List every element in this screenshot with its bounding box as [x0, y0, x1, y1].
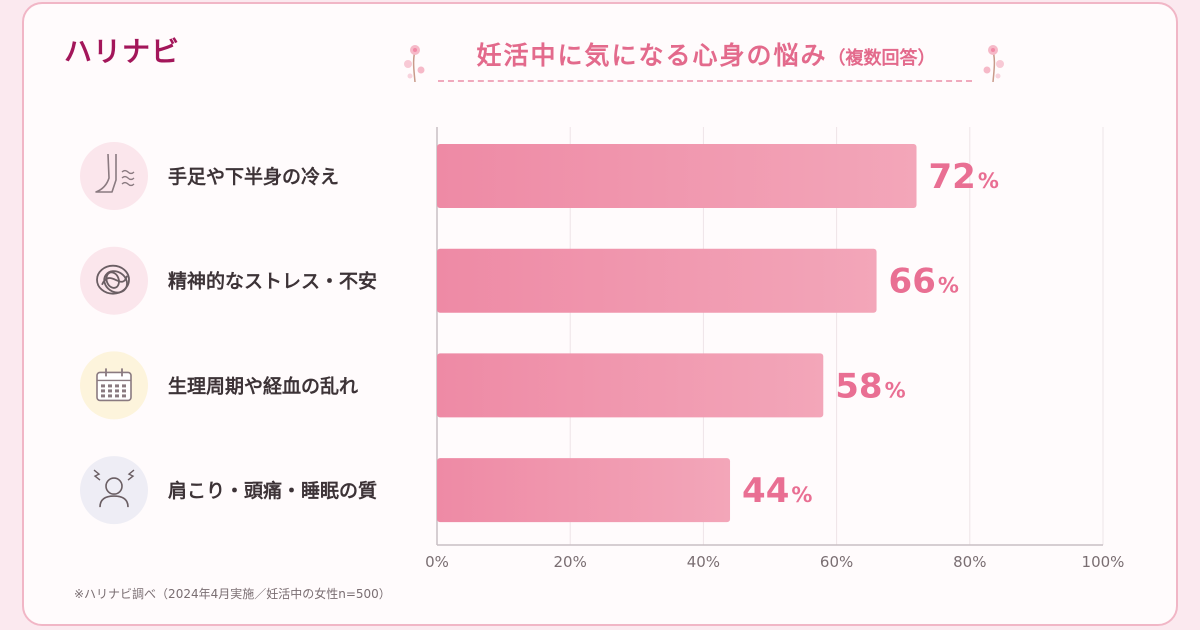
x-tick-label: 100% [1082, 553, 1125, 571]
cherry-blossom-left-icon [404, 45, 425, 82]
chart-title: 妊活中に気になる心身の悩み（複数回答） [436, 36, 976, 72]
chart-title-sub: （複数回答） [827, 48, 936, 69]
value-label-1: 72% [929, 157, 999, 197]
bars: 72%66%58%44% [437, 144, 999, 523]
bar-4 [437, 458, 731, 523]
footnote: ※ハリナビ調べ（2024年4月実施／妊活中の女性n=500） [74, 587, 391, 601]
value-unit: % [978, 169, 999, 193]
value-unit: % [791, 483, 812, 507]
tangled-stress-icon [80, 246, 148, 315]
category-label-3: 生理周期や経血の乱れ [168, 374, 358, 397]
chart-title-main: 妊活中に気になる心身の悩み [476, 41, 828, 70]
value-number: 72 [929, 157, 976, 197]
x-tick-label: 80% [953, 553, 986, 571]
x-tick-label: 40% [687, 553, 720, 571]
x-tick-label: 0% [425, 553, 449, 571]
category-label-4: 肩こり・頭痛・睡眠の質 [168, 479, 377, 502]
headache-person-icon [80, 456, 148, 525]
calendar-icon [80, 351, 148, 420]
category-rows: 手足や下半身の冷え精神的なストレス・不安生理周期や経血の乱れ肩こり・頭痛・睡眠の… [80, 142, 377, 525]
category-label-2: 精神的なストレス・不安 [168, 270, 377, 293]
x-tick-label: 60% [820, 553, 853, 571]
leg-cold-icon [80, 142, 148, 210]
value-unit: % [938, 274, 959, 298]
value-label-2: 66% [889, 262, 959, 302]
cherry-blossom-right-icon [983, 45, 1004, 82]
value-number: 66 [889, 262, 936, 302]
x-axis-ticks: 0% 20% 40% 60% 80% 100% [425, 553, 1124, 571]
value-unit: % [885, 378, 906, 402]
chart-title-area: 妊活中に気になる心身の悩み（複数回答） [400, 36, 1010, 84]
value-number: 44 [742, 471, 789, 511]
title-underline [438, 80, 972, 82]
bar-3 [437, 353, 824, 418]
value-number: 58 [835, 366, 882, 406]
bar-2 [437, 248, 877, 313]
category-label-1: 手足や下半身の冷え [168, 165, 339, 188]
value-label-3: 58% [835, 366, 905, 406]
value-label-4: 44% [742, 471, 812, 511]
brand-logo[interactable]: ハリナビ [64, 35, 181, 68]
bar-1 [437, 144, 917, 208]
x-tick-label: 20% [554, 553, 587, 571]
